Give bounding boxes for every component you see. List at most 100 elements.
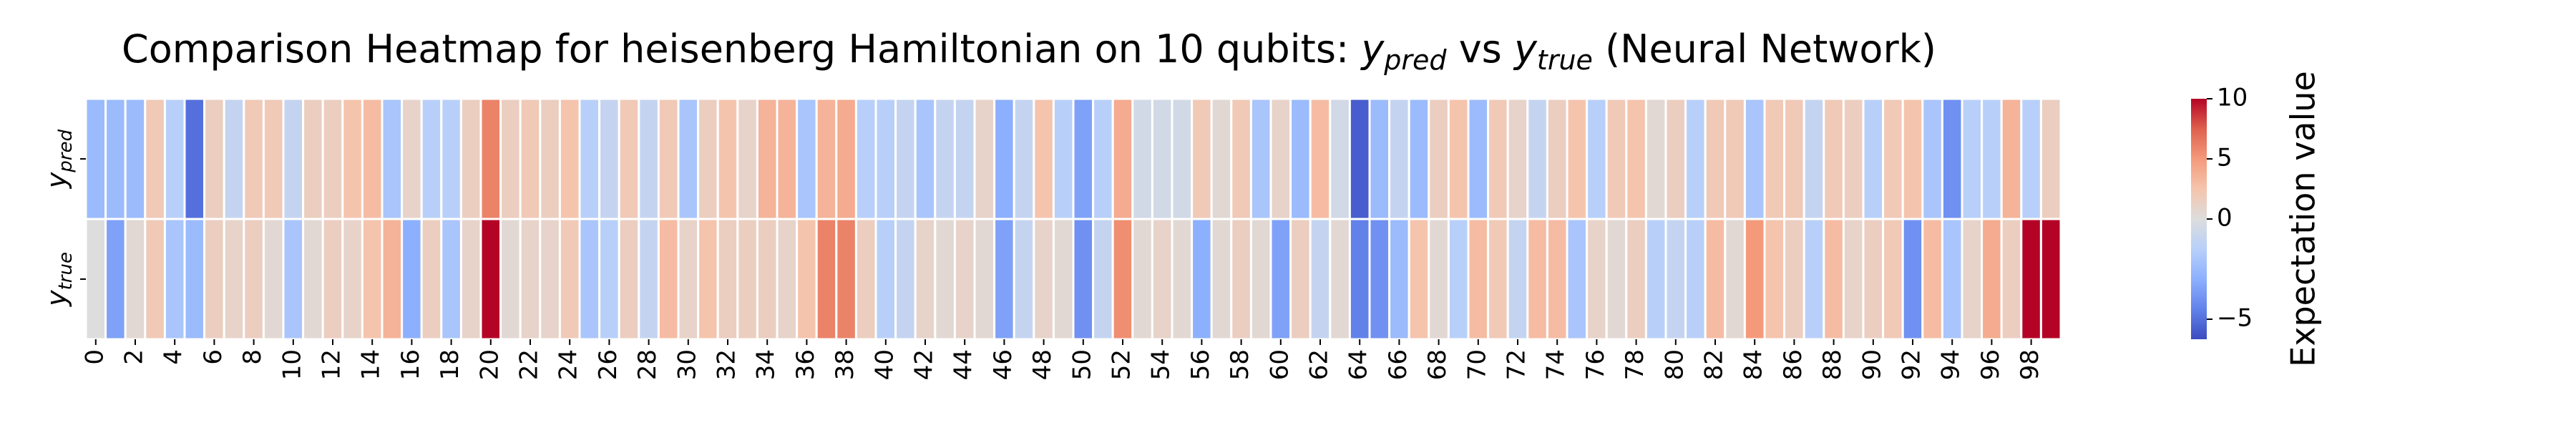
x-tick-label: 78 — [1621, 349, 1649, 380]
heatmap-cell — [1506, 218, 1529, 341]
heatmap-cell — [756, 97, 779, 220]
heatmap-cell — [1802, 97, 1825, 220]
heatmap-cell — [716, 97, 739, 220]
heatmap-cell — [1230, 97, 1252, 220]
heatmap-cell — [578, 218, 601, 341]
heatmap-cell — [1704, 97, 1727, 220]
heatmap-cell — [1802, 218, 1825, 341]
x-tick-label: 0 — [80, 349, 109, 365]
colorbar-ticks: 10 5 0 −5 — [2207, 84, 2253, 333]
heatmap-cell — [2000, 218, 2023, 341]
heatmap-cell — [1210, 218, 1233, 341]
heatmap-cell — [381, 218, 404, 341]
heatmap-cell — [1171, 218, 1194, 341]
heatmap-cell — [1566, 97, 1589, 220]
heatmap-cell — [1388, 97, 1410, 220]
heatmap-cell — [1605, 218, 1628, 341]
heatmap-cell — [657, 97, 680, 220]
x-tick-label: 30 — [673, 349, 701, 380]
heatmap-cell — [1052, 97, 1075, 220]
heatmap-cell — [815, 218, 838, 341]
heatmap-cell — [1013, 97, 1035, 220]
x-tick-label: 14 — [357, 349, 386, 380]
heatmap-cell — [539, 218, 561, 341]
heatmap-cell — [1368, 218, 1391, 341]
heatmap-cell — [361, 97, 384, 220]
heatmap-cell — [558, 218, 581, 341]
heatmap-cell — [1269, 218, 1292, 341]
colorbar-tick-label: 0 — [2217, 204, 2233, 233]
heatmap-cell — [163, 97, 186, 220]
x-tick-label: 22 — [515, 349, 544, 380]
heatmap-cell — [638, 218, 660, 341]
heatmap-cell — [1605, 97, 1628, 220]
x-tick-label: 4 — [160, 349, 188, 365]
x-tick-label: 10 — [278, 349, 306, 380]
heatmap-cell — [1882, 218, 1904, 341]
heatmap-cell — [934, 218, 956, 341]
heatmap-cell — [1586, 218, 1608, 341]
heatmap-cell — [519, 218, 542, 341]
heatmap-cell — [1407, 218, 1430, 341]
heatmap-cell — [104, 218, 127, 341]
heatmap-cell — [1506, 97, 1529, 220]
heatmap-cell — [776, 97, 799, 220]
heatmap-cell — [1052, 218, 1075, 341]
x-tick-label: 26 — [594, 349, 623, 380]
heatmap-cell — [1862, 97, 1885, 220]
heatmap-cell — [1309, 218, 1332, 341]
heatmap-cell — [598, 218, 620, 341]
colorbar-tick-label: 5 — [2217, 144, 2233, 172]
heatmap-cell — [321, 218, 344, 341]
heatmap-cell — [539, 97, 561, 220]
x-tick-label: 18 — [436, 349, 464, 380]
x-tick-label: 16 — [396, 349, 425, 380]
heatmap-cell — [1309, 97, 1332, 220]
heatmap-cells — [84, 97, 2062, 341]
heatmap-cell — [1664, 97, 1687, 220]
heatmap-cell — [776, 218, 799, 341]
row-label: ytrue — [41, 252, 77, 307]
heatmap-cell — [815, 97, 838, 220]
x-tick-label: 48 — [1028, 349, 1057, 380]
heatmap-cell — [1704, 218, 1727, 341]
x-tick-label: 2 — [120, 349, 149, 365]
heatmap-cell — [697, 97, 719, 220]
heatmap-cell — [736, 97, 758, 220]
x-tick-label: 74 — [1542, 349, 1571, 380]
heatmap-cell — [1901, 97, 1924, 220]
heatmap-cell — [341, 97, 364, 220]
x-tick-label: 38 — [831, 349, 859, 380]
heatmap-cell — [1428, 218, 1450, 341]
heatmap-cell — [420, 218, 443, 341]
x-tick-label: 70 — [1463, 349, 1491, 380]
x-tick-label: 24 — [555, 349, 583, 380]
heatmap-cell — [243, 218, 265, 341]
heatmap-cell — [1842, 97, 1865, 220]
heatmap-cell — [1447, 218, 1470, 341]
heatmap-cell — [1625, 97, 1647, 220]
heatmap-cell — [1586, 97, 1608, 220]
heatmap-cell — [1724, 97, 1746, 220]
heatmap-cell — [835, 97, 857, 220]
x-tick-label: 46 — [989, 349, 1018, 380]
heatmap-cell — [973, 97, 996, 220]
heatmap-cell — [1151, 218, 1174, 341]
heatmap-cell — [243, 97, 265, 220]
heatmap-cell — [835, 218, 857, 341]
heatmap-cell — [1743, 97, 1766, 220]
x-tick-label: 54 — [1147, 349, 1176, 380]
heatmap-cell — [1151, 97, 1174, 220]
heatmap-cell — [519, 97, 542, 220]
x-tick-label: 44 — [950, 349, 978, 380]
x-tick-label: 94 — [1937, 349, 1966, 380]
heatmap-cell — [953, 218, 976, 341]
heatmap-cell — [736, 218, 758, 341]
heatmap-cell — [993, 218, 1015, 341]
heatmap-cell — [578, 97, 601, 220]
heatmap-cell — [381, 97, 404, 220]
heatmap-cell — [598, 97, 620, 220]
heatmap-cell — [934, 97, 956, 220]
heatmap-cell — [1684, 218, 1707, 341]
heatmap-cell — [796, 97, 818, 220]
